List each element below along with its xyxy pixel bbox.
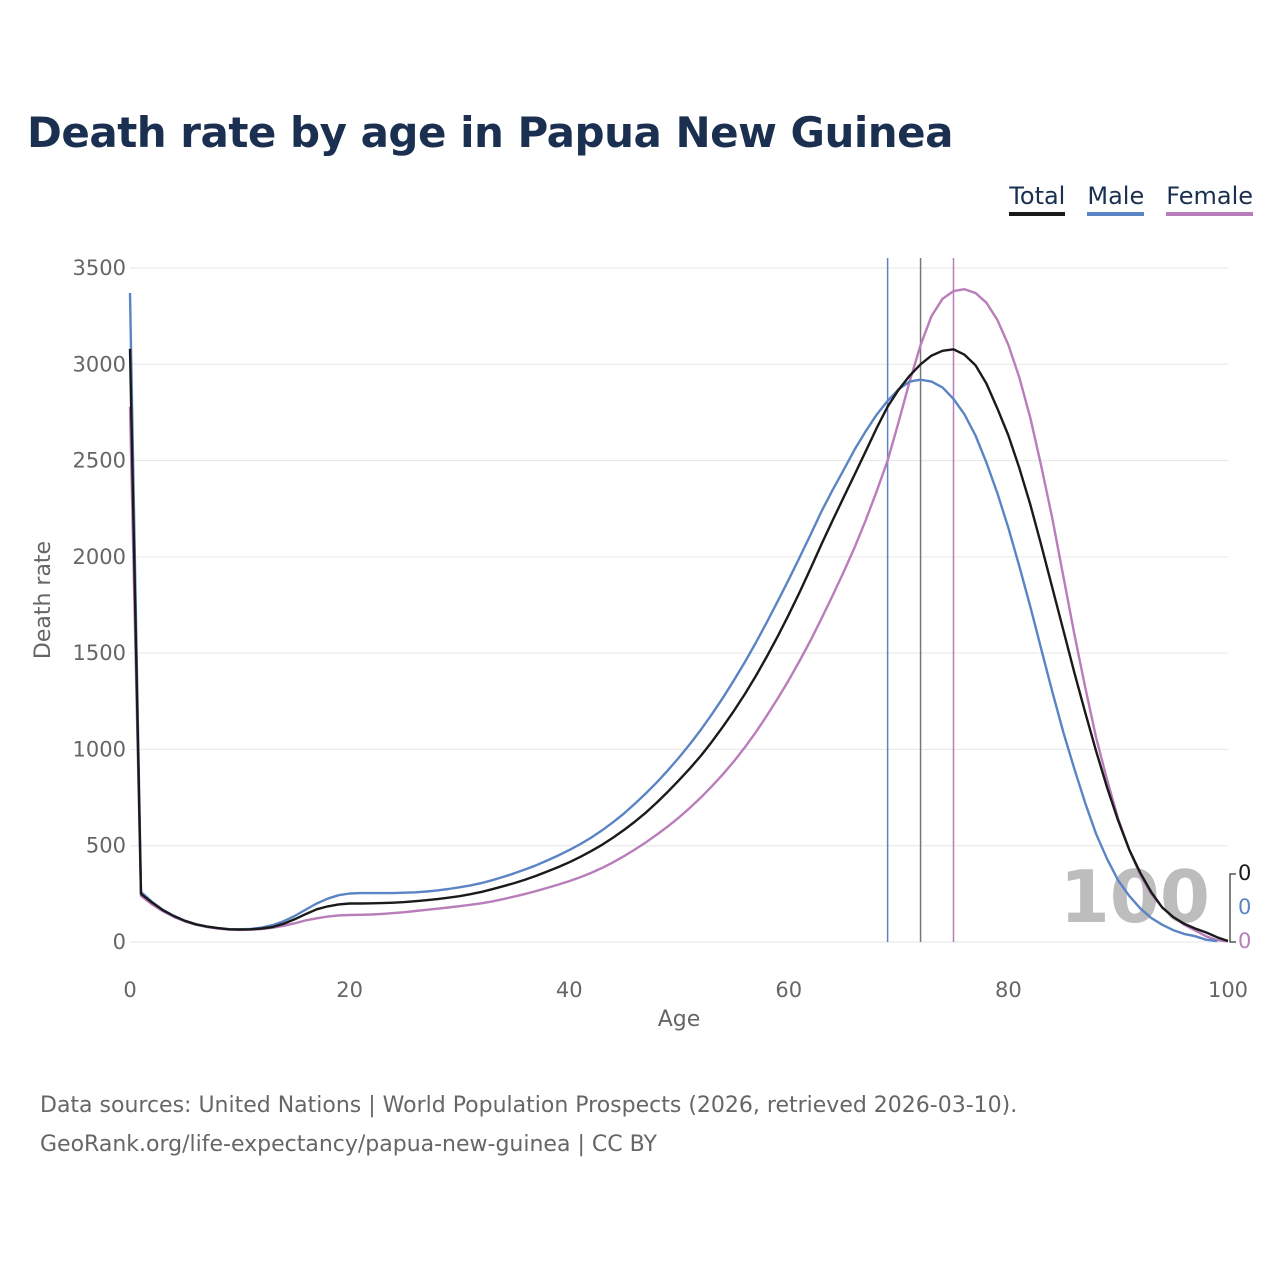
x-tick-label: 0 xyxy=(123,978,136,1002)
series-line-total xyxy=(128,348,1229,943)
x-tick-label: 100 xyxy=(1208,978,1248,1002)
y-tick-label: 2000 xyxy=(73,545,126,569)
y-tick-label: 3000 xyxy=(73,352,126,376)
legend: Total Male Female xyxy=(1009,182,1253,216)
legend-item-total[interactable]: Total xyxy=(1009,182,1066,216)
y-axis-title: Death rate xyxy=(31,541,56,659)
grid-lines xyxy=(130,267,1228,943)
series-line-male xyxy=(128,292,1218,943)
end-label-male: 0 xyxy=(1238,895,1251,919)
legend-item-female[interactable]: Female xyxy=(1166,182,1253,216)
y-tick-label: 500 xyxy=(86,834,126,858)
y-tick-label: 3500 xyxy=(73,256,126,280)
legend-item-male[interactable]: Male xyxy=(1087,182,1145,216)
chart-title: Death rate by age in Papua New Guinea xyxy=(27,108,954,157)
series-lines xyxy=(128,288,1229,943)
footer-link: GeoRank.org/life-expectancy/papua-new-gu… xyxy=(40,1132,657,1157)
x-axis-ticks: 0 20 40 60 80 100 xyxy=(123,978,1248,1002)
end-labels: 0 0 0 xyxy=(1229,861,1251,953)
x-axis-title: Age xyxy=(658,1007,701,1032)
end-label-total: 0 xyxy=(1238,861,1251,885)
footer: Data sources: United Nations | World Pop… xyxy=(40,1086,1017,1164)
reference-lines xyxy=(886,258,955,942)
x-tick-label: 40 xyxy=(556,978,583,1002)
y-tick-label: 2500 xyxy=(73,449,126,473)
x-tick-label: 20 xyxy=(336,978,363,1002)
y-tick-label: 1500 xyxy=(73,641,126,665)
footer-sources: Data sources: United Nations | World Pop… xyxy=(40,1093,1018,1118)
x-tick-label: 60 xyxy=(775,978,802,1002)
x-tick-label: 80 xyxy=(995,978,1022,1002)
y-axis-ticks: 0 500 1000 1500 2000 2500 3000 3500 xyxy=(73,256,126,954)
end-label-female: 0 xyxy=(1238,929,1251,953)
y-tick-label: 0 xyxy=(113,930,126,954)
y-tick-label: 1000 xyxy=(73,737,126,761)
series-line-female xyxy=(128,288,1229,943)
end-label-bracket xyxy=(1229,873,1236,943)
